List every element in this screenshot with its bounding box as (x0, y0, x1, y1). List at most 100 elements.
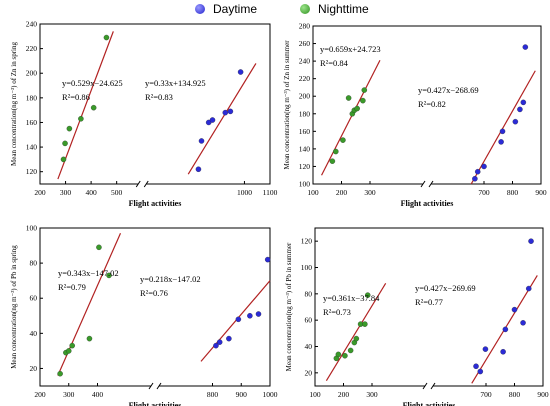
data-point-daytime (227, 108, 234, 115)
x-tick-label: 300 (364, 188, 376, 197)
data-point-daytime (226, 335, 232, 342)
y-tick-label: 20 (305, 368, 313, 377)
fit-line-daytime (470, 70, 536, 185)
data-point-daytime (528, 238, 534, 244)
axis-break-gap (138, 181, 147, 187)
data-point-daytime (264, 256, 271, 263)
data-point-daytime (209, 117, 216, 123)
y-tick-label: 240 (26, 20, 38, 29)
data-point-daytime (499, 128, 506, 135)
legend: Daytime Nighttime (0, 2, 550, 20)
data-point-daytime (502, 326, 509, 333)
axis-break-mark (135, 180, 141, 188)
data-point-nighttime (347, 347, 354, 354)
data-point-daytime (512, 118, 519, 125)
data-point-daytime (472, 175, 478, 182)
y-tick-label: 40 (30, 329, 38, 338)
nighttime-marker-icon (300, 4, 310, 14)
x-axis-label: Flight activities (401, 199, 454, 208)
fit-equation-daytime: y=0.33x+134.925 (145, 78, 206, 88)
y-tick-label: 120 (26, 167, 38, 176)
axis-break-mark (156, 382, 162, 390)
fit-equation-nighttime: y=0.343x−147.02 (58, 268, 119, 278)
chart-pb-summer: 100 200 300 700 800 900 20 40 60 80 100 120 Flight a… (285, 227, 549, 406)
y-tick-label: 220 (26, 44, 38, 53)
y-tick-label: 160 (26, 118, 38, 127)
data-point-daytime (498, 139, 504, 145)
y-tick-label: 80 (305, 289, 313, 298)
y-axis-label: Mean concentration(ng m⁻³) of Pb in spri… (10, 245, 18, 369)
fit-equation-nighttime: y=0.659x+24.723 (320, 44, 381, 54)
y-tick-label: 20 (30, 364, 38, 373)
x-tick-label: 1000 (263, 390, 278, 399)
x-tick-label: 200 (34, 188, 46, 197)
fit-line-nighttime (57, 31, 114, 180)
data-point-nighttime (342, 352, 348, 359)
y-tick-label: 100 (301, 263, 313, 272)
data-point-nighttime (90, 104, 97, 111)
data-point-nighttime (353, 335, 360, 342)
axis-break-mark (143, 180, 149, 188)
x-tick-label: 900 (535, 188, 547, 197)
y-tick-label: 180 (26, 93, 38, 102)
y-tick-label: 100 (299, 180, 311, 189)
data-point-daytime (213, 342, 219, 349)
data-point-nighttime (340, 137, 346, 143)
y-tick-label: 120 (301, 237, 313, 246)
legend-item-daytime: Daytime (195, 2, 257, 16)
fit-r2-nighttime: R²=0.84 (320, 58, 349, 68)
fit-equation-nighttime: y=0.361x−37.84 (323, 293, 380, 303)
data-point-nighttime (57, 370, 63, 377)
data-point-daytime (473, 363, 479, 369)
axis-break-gap (425, 383, 433, 389)
legend-label-daytime: Daytime (213, 2, 258, 16)
data-point-nighttime (333, 148, 339, 155)
chart-zn-spring: 200 300 400 500 1000 1100 120 140 160 180 200 220 24… (10, 20, 278, 209)
data-point-nighttime (66, 125, 73, 132)
fit-equation-nighttime: y=0.529x−24.625 (62, 78, 123, 88)
x-tick-label: 800 (509, 390, 521, 399)
y-tick-label: 180 (299, 109, 311, 118)
data-point-daytime (247, 313, 253, 319)
x-tick-label: 200 (34, 390, 46, 399)
y-tick-label: 100 (26, 224, 38, 233)
data-point-nighttime (60, 156, 67, 163)
y-axis-label: Mean concentration(ng m⁻³) of Zn in summ… (283, 40, 291, 170)
data-point-nighttime (335, 351, 342, 358)
data-point-daytime (474, 168, 481, 175)
y-tick-label: 220 (299, 74, 311, 83)
x-tick-label: 1100 (263, 188, 278, 197)
axis-break-gap (151, 383, 159, 389)
data-point-nighttime (86, 335, 93, 342)
data-point-daytime (522, 44, 529, 50)
y-tick-label: 60 (30, 294, 38, 303)
x-tick-label: 200 (336, 188, 348, 197)
data-point-nighttime (360, 97, 366, 104)
fit-r2-daytime: R²=0.83 (145, 92, 173, 102)
x-tick-label: 100 (307, 188, 319, 197)
data-point-daytime (500, 349, 506, 355)
axis-break-mark (422, 382, 428, 390)
axis-break-gap (423, 181, 431, 187)
fit-r2-daytime: R²=0.76 (140, 288, 168, 298)
data-point-nighttime (62, 140, 68, 147)
y-axis-label: Mean concentration(ng m⁻³) of Zn in spri… (10, 42, 18, 166)
legend-label-nighttime: Nighttime (318, 2, 369, 16)
y-tick-label: 60 (305, 316, 313, 325)
data-point-nighttime (69, 342, 75, 349)
y-tick-label: 240 (299, 57, 311, 66)
plot-frame (39, 23, 271, 185)
legend-item-nighttime: Nighttime (300, 2, 369, 16)
fit-r2-nighttime: R²=0.86 (62, 92, 90, 102)
x-tick-label: 400 (85, 188, 97, 197)
fit-equation-daytime: y=0.427x−268.69 (418, 85, 479, 95)
data-point-nighttime (96, 244, 102, 251)
y-axis-label: Mean concentration(ng m⁻³) of Pb in summ… (285, 242, 293, 371)
data-point-nighttime (103, 34, 110, 41)
x-tick-label: 500 (111, 188, 123, 197)
y-tick-label: 160 (299, 127, 311, 136)
data-point-daytime (517, 106, 523, 113)
y-tick-label: 200 (26, 69, 38, 78)
y-tick-label: 80 (30, 259, 38, 268)
x-tick-label: 700 (480, 390, 492, 399)
